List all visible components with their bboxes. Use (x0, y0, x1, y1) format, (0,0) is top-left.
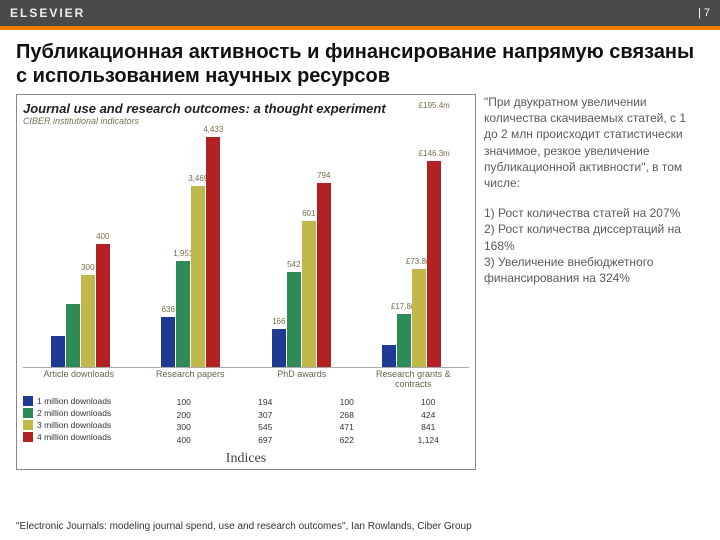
chart-title: Journal use and research outcomes: a tho… (23, 101, 469, 116)
bar: 542 (287, 272, 301, 367)
legend: 1 million downloads 2 million downloads 3 … (23, 396, 143, 447)
bar: £146.3m£195.4m (427, 161, 441, 367)
side-line: 1) Рост количества статей на 207% (484, 206, 680, 220)
category-label: Research grants & contracts (358, 370, 470, 390)
bar: 1,951 (176, 261, 190, 367)
bar-group: £17.8m£73.8m£146.3m£195.4m (357, 161, 468, 367)
legend-swatch (23, 420, 33, 430)
bar-value-label: 4,433 (203, 125, 223, 134)
bar-value-label: £195.4m (419, 101, 450, 110)
side-para-1: "При двукратном увеличении количества ск… (484, 94, 696, 191)
legend-and-table: 1 million downloads 2 million downloads 3 … (23, 396, 469, 447)
bar-value-label: £146.3m (419, 149, 450, 158)
bar: 636 (161, 317, 175, 367)
legend-swatch (23, 396, 33, 406)
bar: 4,433 (206, 137, 220, 367)
side-line: 3) Увеличение внебюджетного финансирован… (484, 255, 653, 285)
table-cell: 622 (306, 434, 388, 447)
bar-group: 166542601794 (246, 183, 357, 367)
legend-label: 2 million downloads (37, 408, 111, 418)
table-column: 100200300400 (143, 396, 225, 447)
page-title: Публикационная активность и финансирован… (0, 30, 720, 94)
chart-panel: Journal use and research outcomes: a tho… (16, 94, 476, 470)
table-cell: 841 (388, 421, 470, 434)
bar-group: 300400 (25, 244, 136, 367)
legend-label: 3 million downloads (37, 420, 111, 430)
bar-chart: 3004006361,9513,4694,433166542601794£17.… (23, 128, 469, 368)
table-cell: 268 (306, 409, 388, 422)
legend-item: 3 million downloads (23, 420, 139, 430)
table-column: 1004248411,124 (388, 396, 470, 447)
legend-label: 4 million downloads (37, 432, 111, 442)
table-cell: 200 (143, 409, 225, 422)
bar (51, 336, 65, 367)
category-label: Research papers (135, 370, 247, 390)
side-para-2: 1) Рост количества статей на 207% 2) Рост… (484, 205, 696, 286)
legend-label: 1 million downloads (37, 396, 111, 406)
table-cell: 300 (143, 421, 225, 434)
brand-logo: ELSEVIER (10, 6, 85, 20)
bar: 794 (317, 183, 331, 367)
bar-value-label: 3,469 (188, 174, 208, 183)
table-cell: 100 (388, 396, 470, 409)
bar: £17.8m (397, 314, 411, 367)
table-cell: 307 (225, 409, 307, 422)
bar: 601 (302, 221, 316, 367)
table-cell: 194 (225, 396, 307, 409)
bar-value-label: 300 (81, 263, 94, 272)
bar: 3,469 (191, 186, 205, 367)
category-axis: Article downloadsResearch papersPhD awar… (23, 370, 469, 390)
content-row: Journal use and research outcomes: a tho… (0, 94, 720, 470)
top-bar: ELSEVIER | 7 (0, 0, 720, 26)
table-cell: 1,124 (388, 434, 470, 447)
footer-citation: "Electronic Journals: modeling journal s… (16, 521, 472, 532)
bar-value-label: 794 (317, 171, 330, 180)
table-cell: 400 (143, 434, 225, 447)
legend-swatch (23, 432, 33, 442)
legend-item: 4 million downloads (23, 432, 139, 442)
bar-value-label: 166 (272, 317, 285, 326)
table-cell: 100 (143, 396, 225, 409)
side-line: 2) Рост количества диссертаций на 168% (484, 222, 681, 252)
bar-value-label: 542 (287, 260, 300, 269)
legend-swatch (23, 408, 33, 418)
legend-item: 2 million downloads (23, 408, 139, 418)
table-cell: 471 (306, 421, 388, 434)
legend-item: 1 million downloads (23, 396, 139, 406)
bar-value-label: 601 (302, 209, 315, 218)
bar: 300 (81, 275, 95, 367)
bar: 166 (272, 329, 286, 367)
page-number: | 7 (698, 7, 710, 19)
bar: 400 (96, 244, 110, 367)
bar-group: 6361,9513,4694,433 (136, 137, 247, 367)
table-cell: 100 (306, 396, 388, 409)
bar-value-label: 636 (162, 305, 175, 314)
indices-label: Indices (23, 451, 469, 467)
bar-value-label: 400 (96, 232, 109, 241)
bar (382, 345, 396, 367)
table-column: 194307545697 (225, 396, 307, 447)
category-label: Article downloads (23, 370, 135, 390)
table-cell: 545 (225, 421, 307, 434)
table-cell: 424 (388, 409, 470, 422)
bar-value-label: 1,951 (173, 249, 193, 258)
category-label: PhD awards (246, 370, 358, 390)
table-cell: 697 (225, 434, 307, 447)
bar (66, 304, 80, 367)
chart-subtitle: CIBER institutional indicators (23, 116, 469, 126)
table-column: 100268471622 (306, 396, 388, 447)
side-text: "При двукратном увеличении количества ск… (484, 94, 696, 470)
index-table: 1002003004001943075456971002684716221004… (143, 396, 469, 447)
bar: £73.8m (412, 269, 426, 367)
